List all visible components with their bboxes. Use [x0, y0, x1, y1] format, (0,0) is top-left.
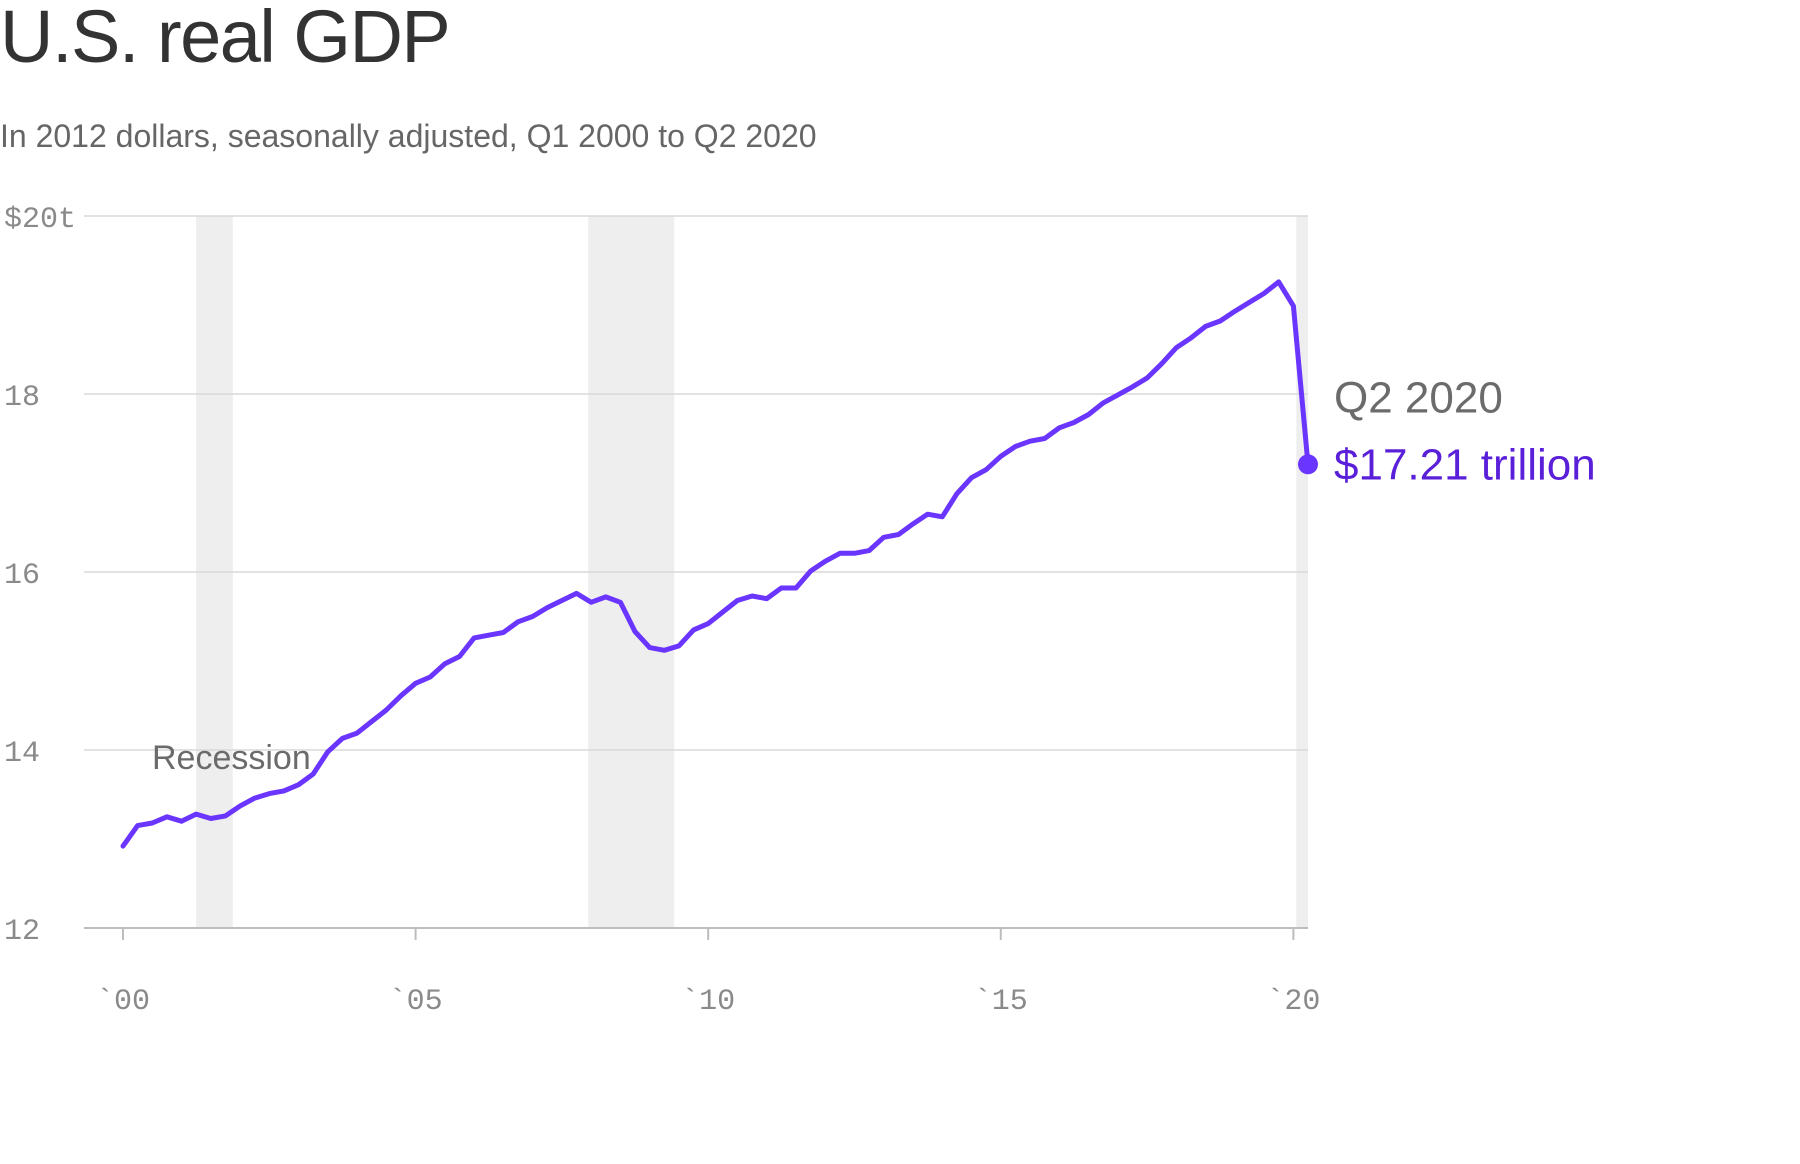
chart-subtitle: In 2012 dollars, seasonally adjusted, Q1…: [0, 118, 817, 154]
y-tick-label: 16: [4, 559, 40, 593]
endpoint-marker: [1298, 454, 1318, 475]
x-tick-label: `10: [681, 985, 735, 1019]
x-tick-label: `00: [96, 985, 150, 1019]
callout-value-label: $17.21 trillion: [1334, 440, 1596, 489]
y-tick-label: 12: [4, 915, 40, 949]
y-tick-label: 14: [4, 737, 40, 771]
y-axis-labels: $20t 18 16 14 12: [4, 203, 76, 949]
y-tick-label: $20t: [4, 203, 76, 237]
gridlines: [84, 215, 1308, 929]
x-tick-label: `05: [389, 985, 443, 1019]
x-axis-labels: `00 `05 `10 `15 `20: [96, 928, 1320, 1019]
gdp-series-line: [120, 279, 1311, 849]
x-tick-label: `15: [974, 985, 1028, 1019]
chart-title: U.S. real GDP: [0, 0, 451, 78]
callout-date-label: Q2 2020: [1334, 373, 1503, 422]
y-tick-label: 18: [4, 381, 40, 415]
gdp-series: [120, 279, 1311, 849]
recession-label: Recession: [152, 739, 311, 777]
x-tick-label: `20: [1266, 985, 1320, 1019]
